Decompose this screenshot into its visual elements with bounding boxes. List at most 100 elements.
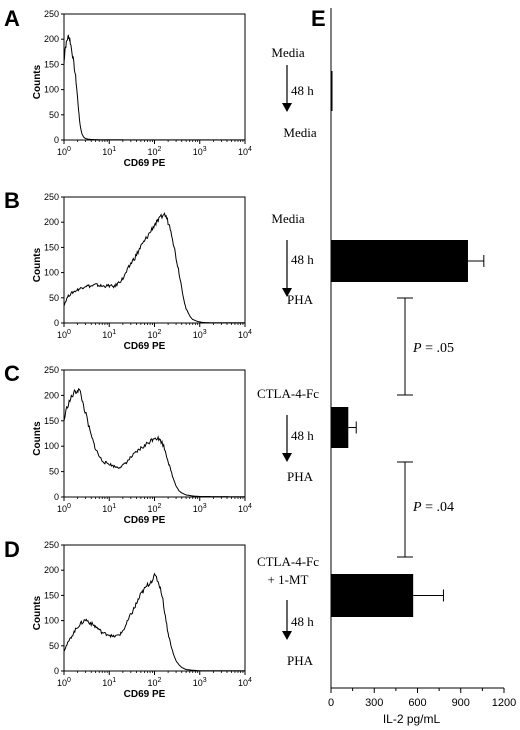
tick-base: 10	[148, 504, 158, 514]
condition-stimulus: PHA	[287, 469, 314, 484]
condition-label-3: CTLA-4-Fc 48 h PHA	[257, 386, 319, 484]
tick-exponent: 1	[112, 329, 116, 336]
x-axis-title: CD69 PE	[124, 515, 166, 526]
condition-pretreatment: CTLA-4-Fc	[257, 386, 319, 401]
tick-base: 10	[148, 147, 158, 157]
down-arrow-head-icon	[282, 631, 292, 640]
x-tick-label: 104	[238, 503, 252, 514]
y-tick-label: 200	[44, 565, 59, 575]
tick-base: 10	[238, 678, 248, 688]
y-tick-label: 100	[44, 616, 59, 626]
x-tick-label: 102	[148, 329, 162, 340]
plot-frame	[63, 13, 246, 141]
histogram-curve	[63, 572, 245, 672]
tick-base: 10	[238, 147, 248, 157]
tick-base: 10	[57, 678, 67, 688]
tick-base: 10	[102, 504, 112, 514]
tick-exponent: 1	[112, 146, 116, 153]
x-tick-label: 100	[57, 146, 71, 157]
tick-base: 10	[57, 147, 67, 157]
y-tick-label: 250	[44, 540, 59, 550]
y-tick-label: 100	[44, 441, 59, 451]
condition-duration: 48 h	[291, 83, 314, 98]
condition-label-2: Media 48 h PHA	[271, 211, 314, 307]
tick-exponent: 4	[248, 146, 252, 153]
tick-base: 10	[193, 504, 203, 514]
condition-pretreatment: Media	[271, 211, 304, 226]
bar-x-tick-label: 600	[408, 697, 426, 709]
y-tick-label: 150	[44, 59, 59, 69]
panel-letter: C	[4, 361, 20, 386]
y-tick-label: 200	[44, 390, 59, 400]
panel-letter: D	[4, 537, 20, 562]
condition-stimulus: PHA	[287, 653, 314, 668]
condition-pretreatment: CTLA-4-Fc	[257, 554, 319, 569]
tick-base: 10	[57, 504, 67, 514]
y-tick-label: 0	[54, 492, 59, 502]
significance-bracket-2: P = .04	[397, 461, 454, 558]
y-tick-label: 0	[54, 135, 59, 145]
y-tick-label: 0	[54, 666, 59, 676]
y-tick-label: 50	[49, 293, 59, 303]
bar-x-tick-label: 900	[452, 697, 470, 709]
tick-exponent: 0	[67, 503, 71, 510]
condition-duration: 48 h	[291, 252, 314, 267]
histogram-curve	[63, 34, 245, 141]
tick-base: 10	[102, 147, 112, 157]
y-axis-title: Counts	[32, 421, 43, 456]
tick-base: 10	[238, 504, 248, 514]
tick-exponent: 2	[158, 677, 162, 684]
x-tick-label: 101	[102, 146, 116, 157]
y-tick-label: 250	[44, 365, 59, 375]
plot-frame	[63, 196, 246, 324]
y-tick-label: 150	[44, 590, 59, 600]
condition-duration: 48 h	[291, 614, 314, 629]
p-value: = .04	[422, 500, 454, 515]
tick-exponent: 2	[158, 146, 162, 153]
x-axis-title: CD69 PE	[124, 158, 166, 169]
y-tick-label: 100	[44, 85, 59, 95]
x-tick-label: 103	[193, 146, 207, 157]
x-tick-label: 100	[57, 503, 71, 514]
panel-letter: A	[4, 6, 20, 31]
y-axis-title: Counts	[32, 247, 43, 282]
x-tick-label: 102	[148, 677, 162, 688]
condition-stimulus: PHA	[287, 292, 314, 307]
tick-base: 10	[193, 678, 203, 688]
down-arrow-head-icon	[282, 103, 292, 112]
down-arrow-head-icon	[282, 288, 292, 297]
tick-exponent: 0	[67, 677, 71, 684]
y-tick-label: 200	[44, 217, 59, 227]
tick-exponent: 3	[203, 329, 207, 336]
tick-base: 10	[193, 147, 203, 157]
x-tick-label: 102	[148, 146, 162, 157]
condition-pretreatment: + 1-MT	[268, 572, 309, 587]
histogram-curve	[63, 387, 245, 498]
bar	[331, 71, 333, 111]
x-tick-label: 104	[238, 329, 252, 340]
tick-exponent: 2	[158, 329, 162, 336]
tick-exponent: 3	[203, 503, 207, 510]
tick-exponent: 1	[112, 503, 116, 510]
bar-x-tick-label: 0	[328, 697, 334, 709]
histogram-curve	[63, 211, 245, 324]
x-tick-label: 101	[102, 329, 116, 340]
panel-letter: B	[4, 188, 20, 213]
x-tick-label: 101	[102, 503, 116, 514]
y-tick-label: 50	[49, 641, 59, 651]
condition-pretreatment: Media	[271, 45, 304, 60]
tick-exponent: 1	[112, 677, 116, 684]
tick-base: 10	[102, 678, 112, 688]
x-tick-label: 103	[193, 503, 207, 514]
bar-x-axis-title: IL-2 pg/mL	[383, 712, 441, 726]
tick-exponent: 4	[248, 677, 252, 684]
x-tick-label: 103	[193, 677, 207, 688]
tick-exponent: 0	[67, 329, 71, 336]
tick-exponent: 3	[203, 146, 207, 153]
y-tick-label: 100	[44, 268, 59, 278]
tick-base: 10	[148, 678, 158, 688]
tick-exponent: 4	[248, 503, 252, 510]
